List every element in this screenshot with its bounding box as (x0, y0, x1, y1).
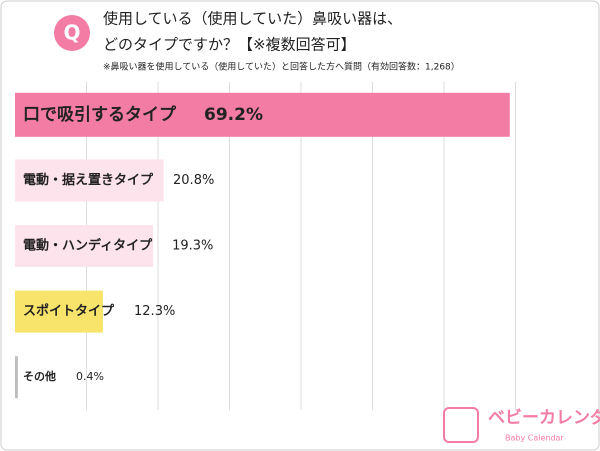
bar (15, 159, 164, 202)
badge: Q (63, 21, 80, 45)
value-label: 12.3% (134, 304, 175, 319)
logo: ベビーカレンダー (488, 407, 600, 428)
category-label: スポイトタイプ (23, 303, 115, 319)
value-label: 0.4% (76, 370, 104, 383)
bar (15, 92, 510, 137)
value-label: 19.3% (172, 239, 213, 254)
bar (15, 225, 153, 267)
logo-icon (443, 407, 479, 443)
subtitle: ※鼻吸い器を使用している（使用していた）と回答した方へ質問（有効回答数：1,26… (103, 61, 460, 73)
category-label: 電動・ハンディタイプ (23, 238, 153, 254)
category-label: その他 (23, 369, 56, 383)
bar (15, 290, 103, 333)
chart-title: 使用している（使用していた）鼻吸い器は、 (103, 10, 402, 28)
category-label: 口で吸引するタイプ (23, 104, 177, 125)
chart-title: どのタイプですか？【※複数回答可】 (103, 36, 356, 54)
bar (15, 356, 18, 399)
value-label: 20.8% (173, 173, 214, 188)
badge-circle (54, 15, 90, 51)
value-label: 69.2% (204, 105, 263, 125)
category-label: 電動・据え置きタイプ (23, 172, 154, 188)
logo-sub: Baby Calendar (505, 434, 564, 443)
